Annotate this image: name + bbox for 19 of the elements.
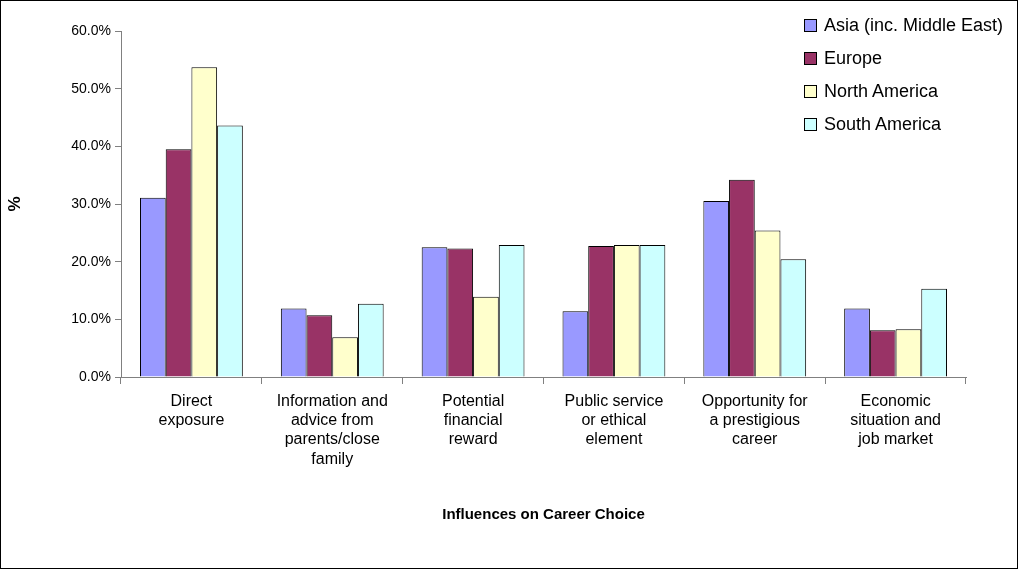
y-tick-label: 20.0% (71, 252, 111, 269)
x-tick-label: Economic situation and job market (850, 392, 941, 448)
y-axis-title: % (4, 196, 24, 212)
legend-label: Europe (823, 48, 882, 69)
y-tick-label: 0.0% (79, 367, 111, 384)
y-tick-label: 10.0% (71, 310, 111, 327)
y-tick-label: 50.0% (71, 79, 111, 96)
legend-label: South America (823, 114, 941, 135)
legend-label: North America (823, 81, 938, 102)
x-axis-title: Influences on Career Choice (442, 505, 645, 523)
x-tick-label: Direct exposure (158, 392, 225, 429)
x-tick-label: Information and advice from parents/close family (276, 392, 388, 467)
y-tick-label: 40.0% (71, 137, 111, 154)
y-tick-label: 60.0% (71, 21, 111, 38)
x-tick-label: Public service or ethical element (564, 392, 664, 448)
x-tick-label: Opportunity for a prestigious career (701, 392, 809, 448)
y-tick-label: 30.0% (71, 194, 111, 211)
legend-label: Asia (inc. Middle East) (823, 15, 1003, 36)
x-tick-label: Potential financial reward (441, 392, 505, 448)
